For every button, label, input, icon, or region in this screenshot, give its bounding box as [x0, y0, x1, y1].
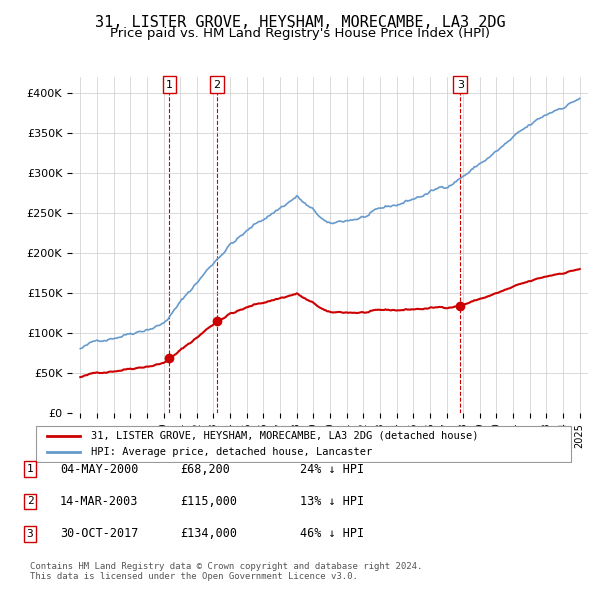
Text: 24% ↓ HPI: 24% ↓ HPI [300, 463, 364, 476]
Text: 2: 2 [213, 80, 220, 90]
Text: 1: 1 [166, 80, 173, 90]
Text: 3: 3 [457, 80, 464, 90]
Text: Price paid vs. HM Land Registry's House Price Index (HPI): Price paid vs. HM Land Registry's House … [110, 27, 490, 40]
Text: £134,000: £134,000 [180, 527, 237, 540]
Text: 46% ↓ HPI: 46% ↓ HPI [300, 527, 364, 540]
Text: 2: 2 [26, 497, 34, 506]
Text: Contains HM Land Registry data © Crown copyright and database right 2024.
This d: Contains HM Land Registry data © Crown c… [30, 562, 422, 581]
Text: 13% ↓ HPI: 13% ↓ HPI [300, 495, 364, 508]
Text: 14-MAR-2003: 14-MAR-2003 [60, 495, 139, 508]
Text: 04-MAY-2000: 04-MAY-2000 [60, 463, 139, 476]
Text: HPI: Average price, detached house, Lancaster: HPI: Average price, detached house, Lanc… [91, 447, 372, 457]
Text: 30-OCT-2017: 30-OCT-2017 [60, 527, 139, 540]
Text: 31, LISTER GROVE, HEYSHAM, MORECAMBE, LA3 2DG: 31, LISTER GROVE, HEYSHAM, MORECAMBE, LA… [95, 15, 505, 30]
Text: 3: 3 [26, 529, 34, 539]
Text: 31, LISTER GROVE, HEYSHAM, MORECAMBE, LA3 2DG (detached house): 31, LISTER GROVE, HEYSHAM, MORECAMBE, LA… [91, 431, 478, 441]
Text: £115,000: £115,000 [180, 495, 237, 508]
Text: 1: 1 [26, 464, 34, 474]
FancyBboxPatch shape [35, 425, 571, 463]
Text: £68,200: £68,200 [180, 463, 230, 476]
